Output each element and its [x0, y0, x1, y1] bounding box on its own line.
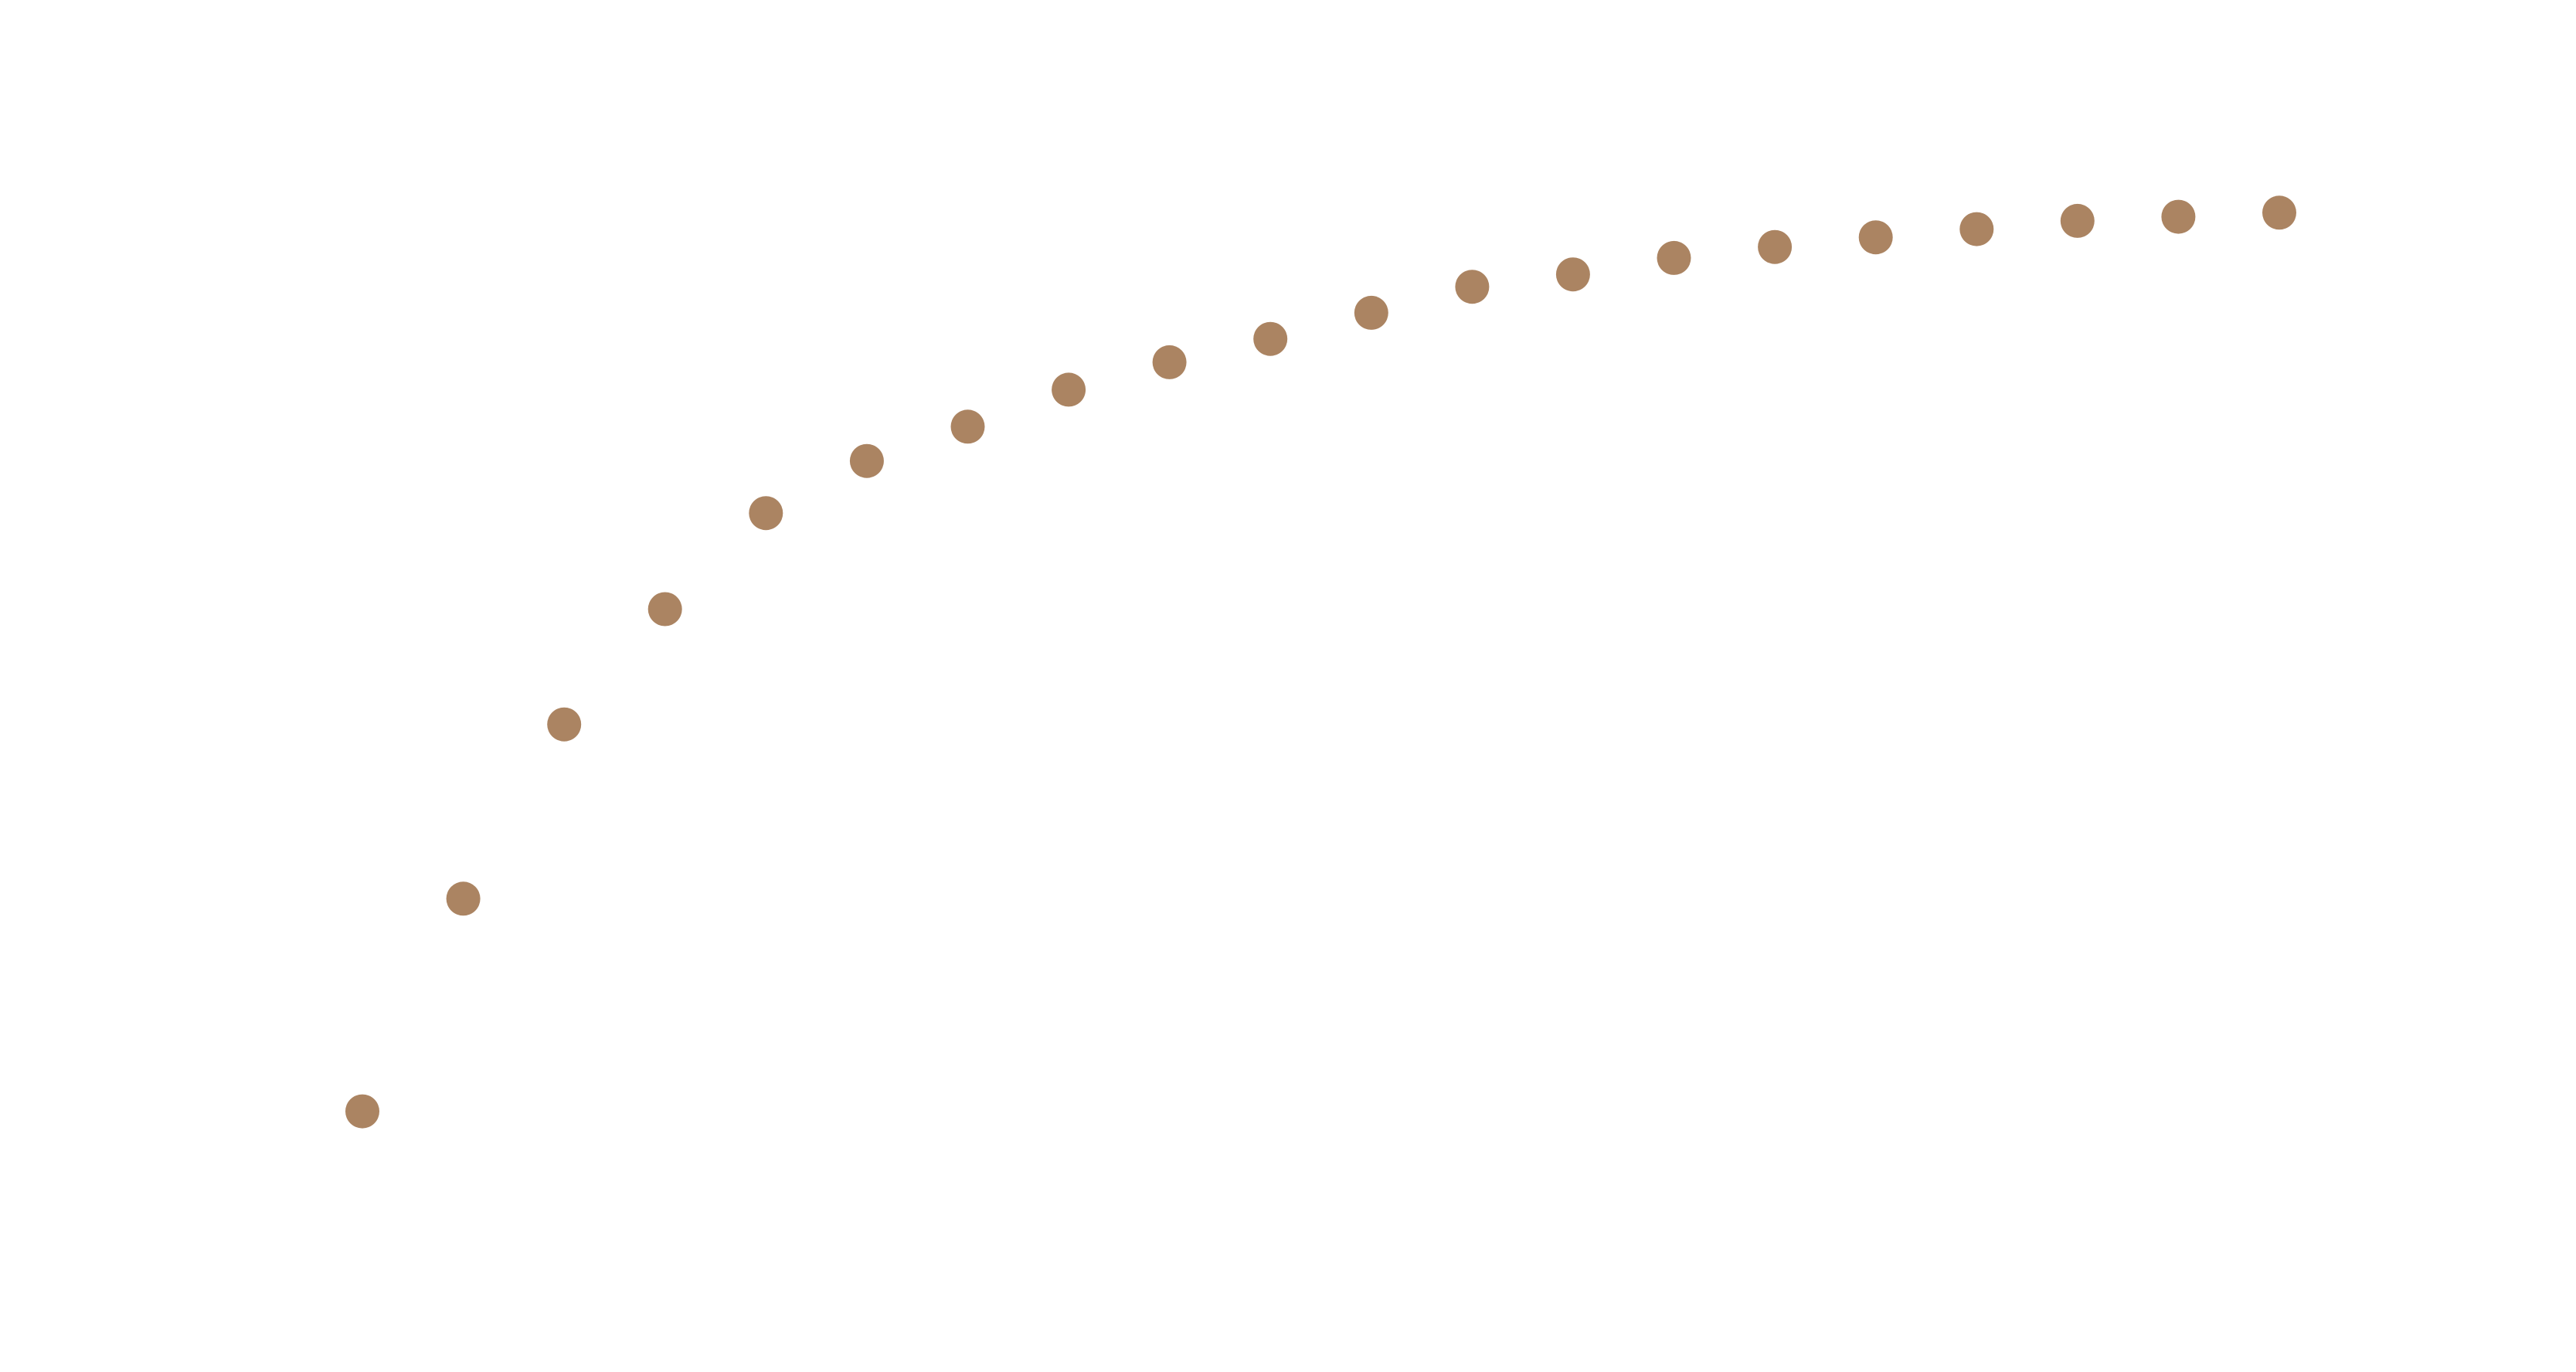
data-point	[547, 707, 582, 742]
data-point	[849, 443, 884, 478]
data-point	[446, 881, 481, 916]
data-point	[1959, 212, 1994, 246]
data-point	[1858, 220, 1893, 255]
data-point	[647, 592, 682, 627]
data-point	[1052, 372, 1086, 407]
data-point	[1657, 240, 1691, 275]
data-point	[2060, 203, 2095, 238]
data-point	[345, 1094, 379, 1129]
data-point	[1758, 229, 1793, 264]
data-point	[1253, 321, 1288, 356]
data-point	[749, 496, 783, 531]
data-point	[950, 409, 985, 444]
data-point	[1152, 345, 1187, 379]
data-point	[1555, 257, 1590, 292]
data-point	[2161, 199, 2196, 234]
data-point	[2262, 195, 2296, 230]
data-point	[1455, 270, 1490, 304]
data-point	[1354, 295, 1388, 330]
points-layer	[345, 195, 2296, 1129]
